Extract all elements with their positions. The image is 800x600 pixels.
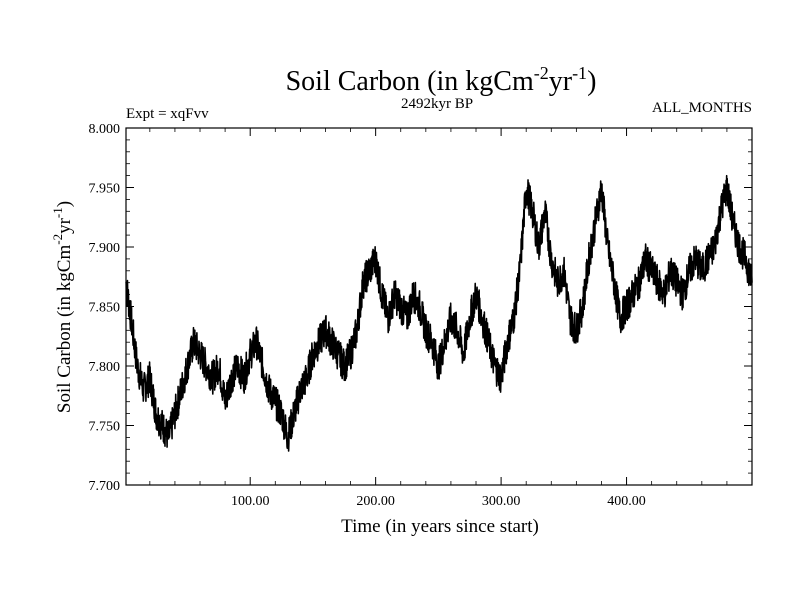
chart-title: Soil Carbon (in kgCm-2yr-1): [286, 63, 597, 97]
y-tick-label: 7.750: [89, 420, 121, 435]
plot-frame: [125, 127, 753, 486]
x-axis-label: Time (in years since start): [341, 516, 539, 537]
series-line-soil-carbon: [125, 174, 753, 452]
x-tick-label: 200.00: [356, 494, 395, 509]
x-tick-label: 100.00: [231, 494, 270, 509]
chart-subtitle: 2492kyr BP: [401, 96, 473, 112]
y-tick-label: 8.000: [89, 122, 121, 137]
x-tick-label: 300.00: [482, 494, 521, 509]
y-tick-label: 7.800: [89, 360, 121, 375]
y-tick-label: 7.900: [89, 241, 121, 256]
experiment-label: Expt = xqFvv: [126, 106, 209, 122]
y-tick-label: 7.700: [89, 479, 121, 494]
months-label: ALL_MONTHS: [652, 100, 752, 116]
y-axis-label: Soil Carbon (in kgCm-2yr-1): [50, 201, 75, 413]
x-tick-label: 400.00: [607, 494, 646, 509]
y-tick-label: 7.950: [89, 182, 121, 197]
y-tick-label: 7.850: [89, 301, 121, 316]
